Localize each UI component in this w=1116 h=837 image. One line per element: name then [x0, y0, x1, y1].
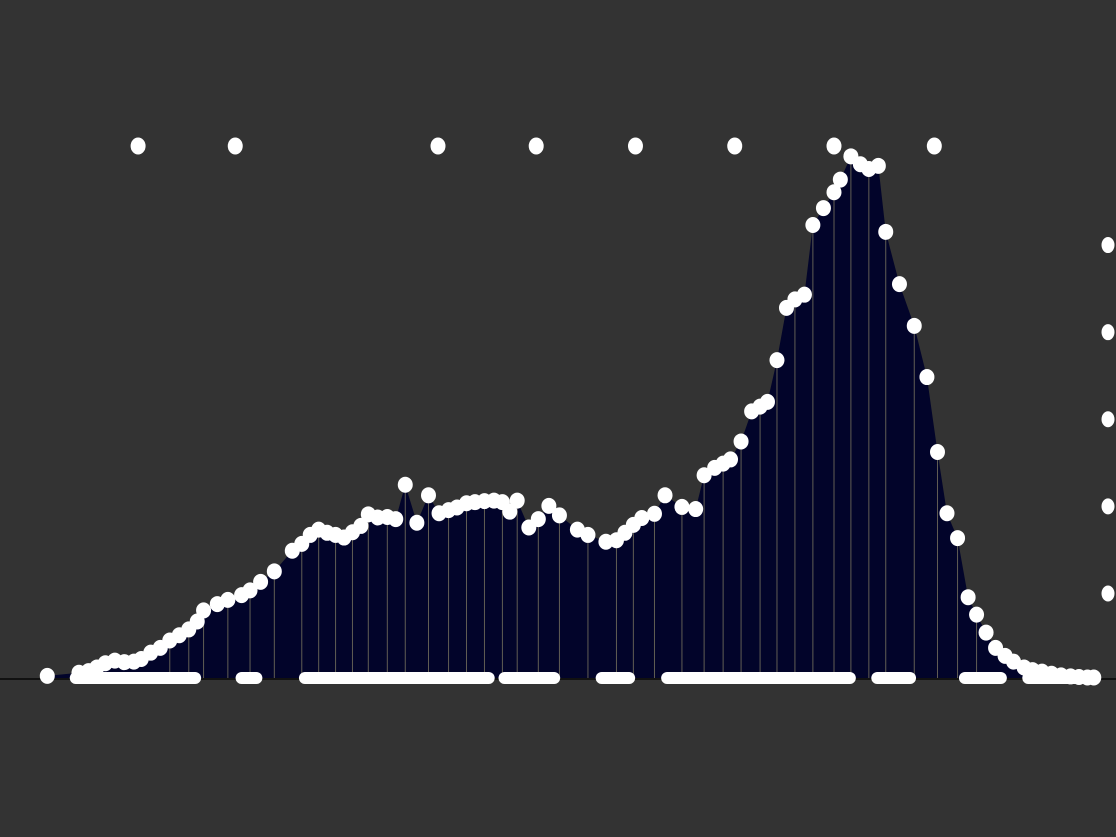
data-point-marker: [929, 444, 945, 461]
data-point-marker: [353, 517, 369, 534]
data-point-marker: [696, 467, 712, 484]
top-marker: [826, 137, 842, 155]
data-point-marker: [196, 602, 212, 619]
data-point-marker: [266, 563, 282, 580]
baseline-layer: [0, 672, 1116, 684]
data-point-marker: [242, 582, 258, 599]
marker-layer: [39, 148, 1102, 686]
data-point-marker: [530, 511, 546, 528]
data-point-marker: [891, 276, 907, 293]
top-marker: [627, 137, 643, 155]
data-point-marker: [541, 497, 557, 514]
data-point-marker: [509, 492, 525, 509]
stem-layer: [169, 162, 978, 678]
top-marker: [926, 137, 942, 155]
top-marker: [227, 137, 243, 155]
top-marker: [130, 137, 146, 155]
baseline-marker-cluster: [298, 672, 495, 684]
top-marker: [727, 137, 743, 155]
data-point-marker: [1086, 669, 1102, 686]
data-point-marker: [832, 171, 848, 188]
right-marker: [1101, 324, 1115, 341]
data-point-marker: [220, 591, 236, 608]
data-point-marker: [253, 573, 269, 590]
area-layer: [47, 156, 1094, 678]
baseline-marker-cluster: [595, 672, 636, 684]
top-marker: [430, 137, 446, 155]
data-point-marker: [759, 393, 775, 410]
data-point-marker: [580, 526, 596, 543]
data-point-marker: [733, 433, 749, 450]
data-point-marker: [674, 498, 690, 515]
data-point-marker: [723, 451, 739, 468]
data-point-marker: [769, 352, 785, 369]
data-point-marker: [388, 511, 404, 528]
right-marker: [1101, 237, 1115, 254]
data-point-marker: [688, 501, 704, 518]
right-marker: [1101, 498, 1115, 515]
data-point-marker: [796, 286, 812, 303]
area-fill: [47, 156, 1094, 678]
right-marker: [1101, 411, 1115, 428]
baseline-marker-cluster: [871, 672, 917, 684]
data-point-marker: [978, 624, 994, 641]
data-point-marker: [950, 530, 966, 547]
right-marker: [1101, 585, 1115, 602]
top-marker: [528, 137, 544, 155]
data-point-marker: [646, 505, 662, 522]
data-point-marker: [502, 503, 518, 520]
baseline-marker-cluster: [69, 672, 202, 684]
data-point-marker: [551, 507, 567, 524]
data-point-marker: [805, 216, 821, 233]
baseline-marker-cluster: [958, 672, 1007, 684]
data-point-marker: [657, 487, 673, 504]
data-point-marker: [420, 487, 436, 504]
data-point-marker: [634, 510, 650, 527]
baseline-marker-cluster: [661, 672, 856, 684]
data-point-marker: [39, 667, 55, 684]
data-point-marker: [939, 505, 955, 522]
right-marker-layer: [1101, 237, 1115, 602]
data-point-marker: [409, 514, 425, 531]
data-point-marker: [906, 317, 922, 334]
data-point-marker: [960, 589, 976, 606]
data-point-marker: [397, 476, 413, 493]
data-point-marker: [870, 157, 886, 174]
top-marker-layer: [130, 137, 942, 155]
data-point-marker: [815, 200, 831, 217]
baseline-marker-cluster: [235, 672, 263, 684]
data-point-marker: [878, 223, 894, 240]
data-point-marker: [826, 184, 842, 201]
data-point-marker: [919, 369, 935, 386]
data-point-marker: [969, 606, 985, 623]
baseline-marker-cluster: [498, 672, 561, 684]
